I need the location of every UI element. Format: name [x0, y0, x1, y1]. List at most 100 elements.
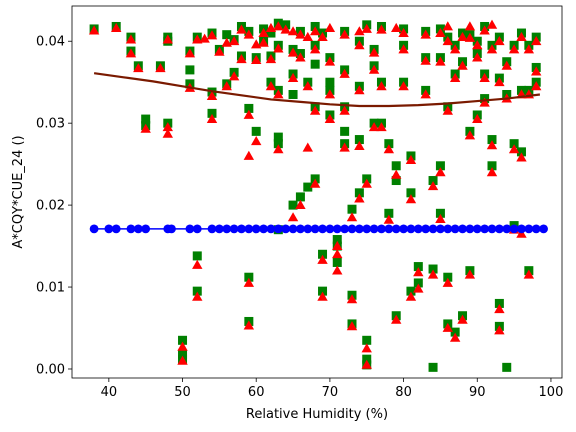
- red-triangle-point: [472, 113, 483, 123]
- red-triangle-point: [192, 291, 203, 301]
- red-triangle-point: [472, 52, 483, 62]
- red-triangle-point: [332, 240, 343, 250]
- red-triangle-point: [486, 140, 498, 150]
- green-square-point: [487, 135, 497, 145]
- red-triangle-point: [287, 26, 299, 36]
- fit-curve: [93, 72, 541, 108]
- green-square-point: [251, 126, 261, 136]
- red-triangle-point: [287, 212, 299, 222]
- x-tick-label: 80: [395, 385, 412, 400]
- red-triangle-point: [420, 29, 431, 39]
- red-triangle-point: [354, 26, 365, 36]
- green-square-point: [494, 298, 504, 308]
- green-square-point: [391, 176, 401, 186]
- green-square-point: [384, 208, 394, 218]
- red-triangle-point: [523, 44, 535, 54]
- red-triangle-point: [302, 31, 313, 42]
- red-triangle-point: [391, 169, 402, 179]
- green-square-point: [509, 139, 519, 149]
- red-triangle-point: [251, 39, 262, 49]
- green-square-point: [428, 264, 438, 274]
- series-red-triangles: [88, 19, 542, 369]
- red-triangle-point: [531, 81, 542, 91]
- green-square-point: [487, 161, 497, 171]
- green-square-point: [185, 65, 195, 75]
- red-triangle-point: [140, 123, 151, 133]
- green-square-point: [406, 188, 416, 198]
- red-triangle-point: [206, 113, 218, 123]
- red-triangle-point: [501, 60, 512, 70]
- y-tick-label: 0.00: [36, 362, 65, 377]
- green-square-point: [450, 327, 460, 337]
- red-triangle-point: [368, 64, 380, 74]
- red-triangle-point: [206, 30, 218, 40]
- green-square-point: [295, 192, 305, 202]
- red-triangle-point: [265, 22, 277, 33]
- red-triangle-point: [435, 27, 446, 37]
- red-triangle-point: [464, 32, 476, 42]
- red-triangle-point: [346, 294, 358, 304]
- red-triangle-point: [295, 199, 306, 210]
- plot-area: [88, 18, 548, 372]
- red-triangle-point: [361, 178, 372, 188]
- red-triangle-point: [516, 31, 527, 42]
- red-triangle-point: [376, 122, 387, 132]
- red-triangle-point: [221, 81, 232, 91]
- red-triangle-point: [236, 24, 247, 34]
- red-triangle-point: [243, 109, 255, 119]
- red-triangle-point: [354, 140, 365, 151]
- red-triangle-point: [280, 24, 291, 34]
- red-triangle-point: [317, 31, 328, 42]
- red-triangle-point: [494, 325, 505, 335]
- red-triangle-point: [243, 29, 255, 39]
- green-square-point: [178, 349, 188, 359]
- red-triangle-point: [273, 89, 284, 99]
- red-triangle-point: [435, 56, 446, 66]
- red-triangle-point: [457, 314, 468, 324]
- red-triangle-point: [508, 44, 520, 54]
- red-triangle-point: [265, 81, 277, 91]
- green-square-point: [362, 354, 372, 364]
- green-square-point: [207, 108, 217, 118]
- red-triangle-point: [398, 81, 409, 91]
- green-square-point: [318, 249, 328, 259]
- red-triangle-point: [449, 332, 461, 342]
- red-triangle-point: [317, 291, 328, 301]
- red-triangle-point: [324, 22, 336, 33]
- red-triangle-point: [287, 72, 299, 83]
- red-triangle-point: [162, 122, 173, 132]
- green-square-point: [362, 335, 372, 345]
- red-triangle-point: [486, 167, 498, 177]
- red-triangle-point: [361, 23, 372, 33]
- green-square-point: [325, 77, 335, 87]
- red-triangle-point: [125, 48, 137, 58]
- x-axis-label: Relative Humidity (%): [246, 407, 388, 422]
- red-triangle-point: [184, 48, 196, 58]
- red-triangle-point: [346, 212, 358, 222]
- green-square-point: [406, 286, 416, 296]
- red-triangle-point: [435, 167, 446, 177]
- green-square-point: [192, 286, 202, 296]
- axes-frame: [71, 5, 563, 379]
- red-triangle-point: [376, 81, 387, 91]
- green-square-point: [318, 286, 328, 296]
- green-square-point: [192, 251, 202, 261]
- red-triangle-point: [413, 267, 424, 277]
- red-triangle-point: [162, 128, 173, 138]
- red-triangle-point: [111, 22, 122, 33]
- red-triangle-point: [442, 21, 453, 31]
- red-triangle-point: [273, 21, 284, 31]
- red-triangle-point: [361, 343, 372, 353]
- red-triangle-point: [464, 21, 476, 31]
- red-triangle-point: [368, 122, 380, 132]
- red-triangle-point: [273, 43, 284, 53]
- red-triangle-point: [494, 77, 505, 87]
- red-triangle-point: [516, 152, 527, 162]
- red-triangle-point: [354, 40, 365, 50]
- green-square-point: [502, 362, 512, 372]
- red-triangle-point: [125, 34, 137, 44]
- red-triangle-point: [339, 68, 350, 78]
- green-square-point: [516, 147, 526, 157]
- y-axis-ticks: 0.00 0.01 0.02 0.03 0.04: [36, 35, 72, 377]
